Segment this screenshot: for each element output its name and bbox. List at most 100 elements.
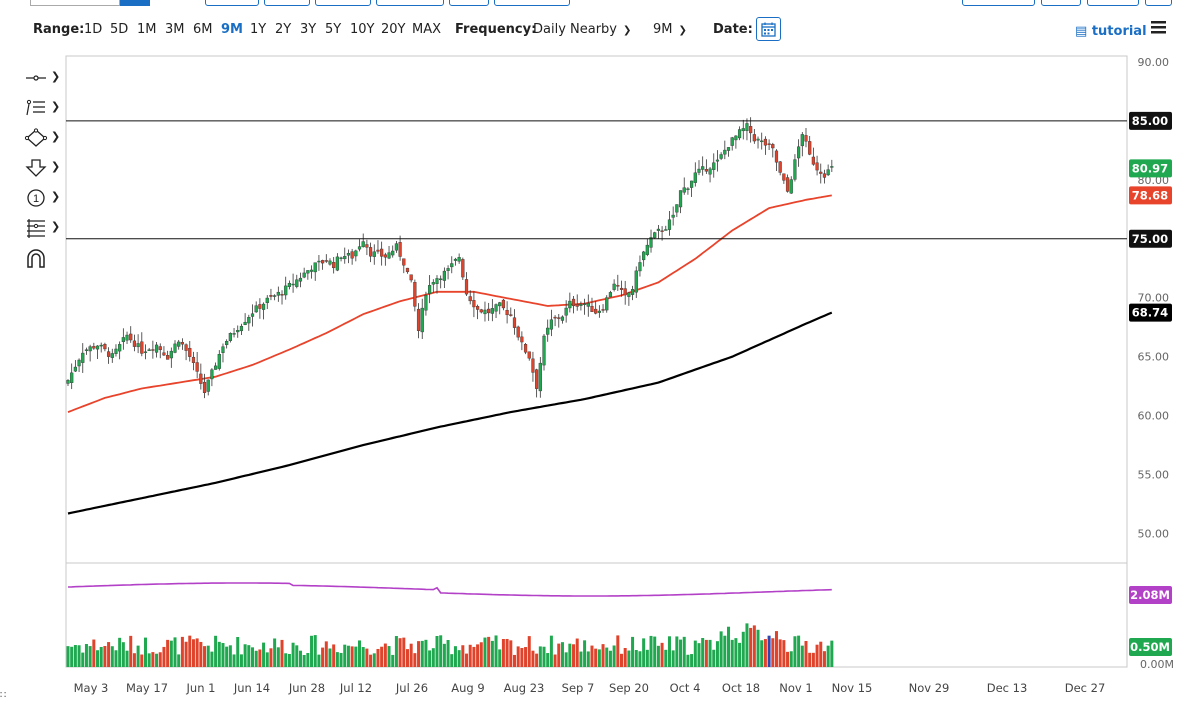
candle-up bbox=[745, 123, 749, 131]
menu-button[interactable] bbox=[1151, 21, 1166, 38]
candle-up bbox=[490, 308, 494, 314]
candle-up bbox=[605, 297, 609, 311]
tool-list-lines[interactable]: ❯ bbox=[22, 96, 62, 126]
range-option-9m[interactable]: 9M bbox=[221, 22, 243, 37]
period-dropdown[interactable]: 9M ❯ bbox=[653, 22, 687, 37]
volume-bar bbox=[169, 640, 173, 667]
candle-up bbox=[693, 172, 697, 183]
volume-bar bbox=[265, 652, 269, 667]
volume-bar bbox=[420, 640, 424, 667]
range-option-2y[interactable]: 2Y bbox=[275, 22, 292, 37]
range-option-1d[interactable]: 1D bbox=[84, 22, 103, 37]
tool-numbered-marker[interactable]: 1 ❯ bbox=[22, 186, 62, 216]
candle-up bbox=[291, 283, 295, 286]
range-option-3m[interactable]: 3M bbox=[165, 22, 185, 37]
tool-magnet[interactable] bbox=[22, 246, 62, 276]
candle-up bbox=[70, 372, 74, 383]
volume-bar bbox=[147, 653, 151, 667]
ma50-line bbox=[67, 194, 832, 413]
go-button[interactable] bbox=[120, 0, 150, 6]
candle-up bbox=[276, 291, 280, 296]
candle-up bbox=[756, 138, 760, 141]
volume-bar bbox=[479, 642, 483, 667]
candle-down bbox=[509, 314, 513, 316]
range-option-5d[interactable]: 5D bbox=[110, 22, 129, 37]
range-option-max[interactable]: MAX bbox=[412, 22, 442, 37]
volume-bar bbox=[236, 636, 240, 667]
tools-button[interactable] bbox=[264, 0, 310, 6]
volume-bar bbox=[457, 650, 461, 667]
circled-number-icon: 1 bbox=[27, 189, 45, 207]
candle-up bbox=[206, 379, 210, 392]
study-button[interactable] bbox=[205, 0, 259, 6]
candle-up bbox=[715, 159, 720, 162]
candle-down bbox=[767, 143, 771, 145]
hamburger-icon bbox=[1151, 21, 1166, 34]
tutorial-link[interactable]: ▤ tutorial bbox=[1075, 24, 1147, 39]
volume-bar bbox=[332, 644, 336, 667]
volume-bar bbox=[243, 644, 247, 667]
symbol-input[interactable] bbox=[30, 0, 120, 6]
range-option-20y[interactable]: 20Y bbox=[381, 22, 406, 37]
candle-up bbox=[287, 282, 291, 287]
candle-up bbox=[295, 279, 299, 287]
candle-up bbox=[597, 310, 601, 313]
level-label: 75.00 bbox=[1132, 232, 1168, 246]
extra-button[interactable] bbox=[494, 0, 570, 6]
close-button[interactable] bbox=[1145, 0, 1172, 6]
tutorial-label: tutorial bbox=[1091, 24, 1147, 39]
frequency-dropdown[interactable]: Daily Nearby ❯ bbox=[533, 22, 631, 37]
volume-bar bbox=[627, 650, 631, 667]
candle-down bbox=[129, 333, 133, 341]
tool-shape[interactable]: ❯ bbox=[22, 126, 62, 156]
volume-bar bbox=[339, 652, 343, 667]
range-option-10y[interactable]: 10Y bbox=[350, 22, 375, 37]
compare-button[interactable] bbox=[376, 0, 444, 6]
candle-down bbox=[763, 138, 768, 146]
candle-up bbox=[228, 333, 232, 341]
candle-up bbox=[154, 344, 159, 353]
candle-up bbox=[549, 319, 553, 330]
range-option-6m[interactable]: 6M bbox=[193, 22, 213, 37]
print-button[interactable] bbox=[1041, 0, 1081, 6]
range-option-1y[interactable]: 1Y bbox=[250, 22, 267, 37]
volume-bar bbox=[667, 636, 671, 667]
volume-bar bbox=[394, 636, 398, 667]
tool-horizontal-line[interactable]: ❯ bbox=[22, 66, 62, 96]
range-option-3y[interactable]: 3Y bbox=[300, 22, 317, 37]
price-label-box bbox=[1129, 303, 1172, 322]
volume-bar bbox=[254, 650, 258, 667]
tool-fibonacci[interactable]: ❯ bbox=[22, 216, 62, 246]
candle-down bbox=[151, 349, 155, 351]
clear-button[interactable] bbox=[1087, 0, 1139, 6]
volume-label-box bbox=[1129, 586, 1172, 604]
volume-bar bbox=[745, 623, 749, 667]
candle-down bbox=[195, 362, 199, 372]
candle-up bbox=[457, 257, 461, 262]
settings-button[interactable] bbox=[315, 0, 371, 6]
candle-up bbox=[169, 350, 173, 359]
range-option-5y[interactable]: 5Y bbox=[325, 22, 342, 37]
candle-down bbox=[501, 299, 506, 309]
range-option-1m[interactable]: 1M bbox=[137, 22, 157, 37]
indicator-button[interactable] bbox=[449, 0, 489, 6]
candle-up bbox=[797, 146, 801, 159]
candle-down bbox=[660, 230, 664, 232]
calendar-button[interactable] bbox=[756, 17, 781, 41]
x-tick-label: Jun 28 bbox=[288, 681, 325, 695]
candle-up bbox=[354, 250, 358, 257]
volume-bar bbox=[686, 654, 690, 667]
candle-up bbox=[343, 256, 347, 260]
templates-button[interactable] bbox=[962, 0, 1035, 6]
volume-bar bbox=[221, 643, 225, 667]
candle-up bbox=[649, 237, 653, 248]
volume-bar bbox=[653, 636, 657, 667]
volume-bar bbox=[476, 644, 480, 667]
price-label: 80.97 bbox=[1132, 161, 1168, 175]
candle-down bbox=[106, 351, 111, 357]
volume-bar bbox=[520, 647, 524, 667]
tool-arrow[interactable]: ❯ bbox=[22, 156, 62, 186]
candle-up bbox=[760, 140, 764, 143]
volume-bar bbox=[269, 648, 273, 667]
